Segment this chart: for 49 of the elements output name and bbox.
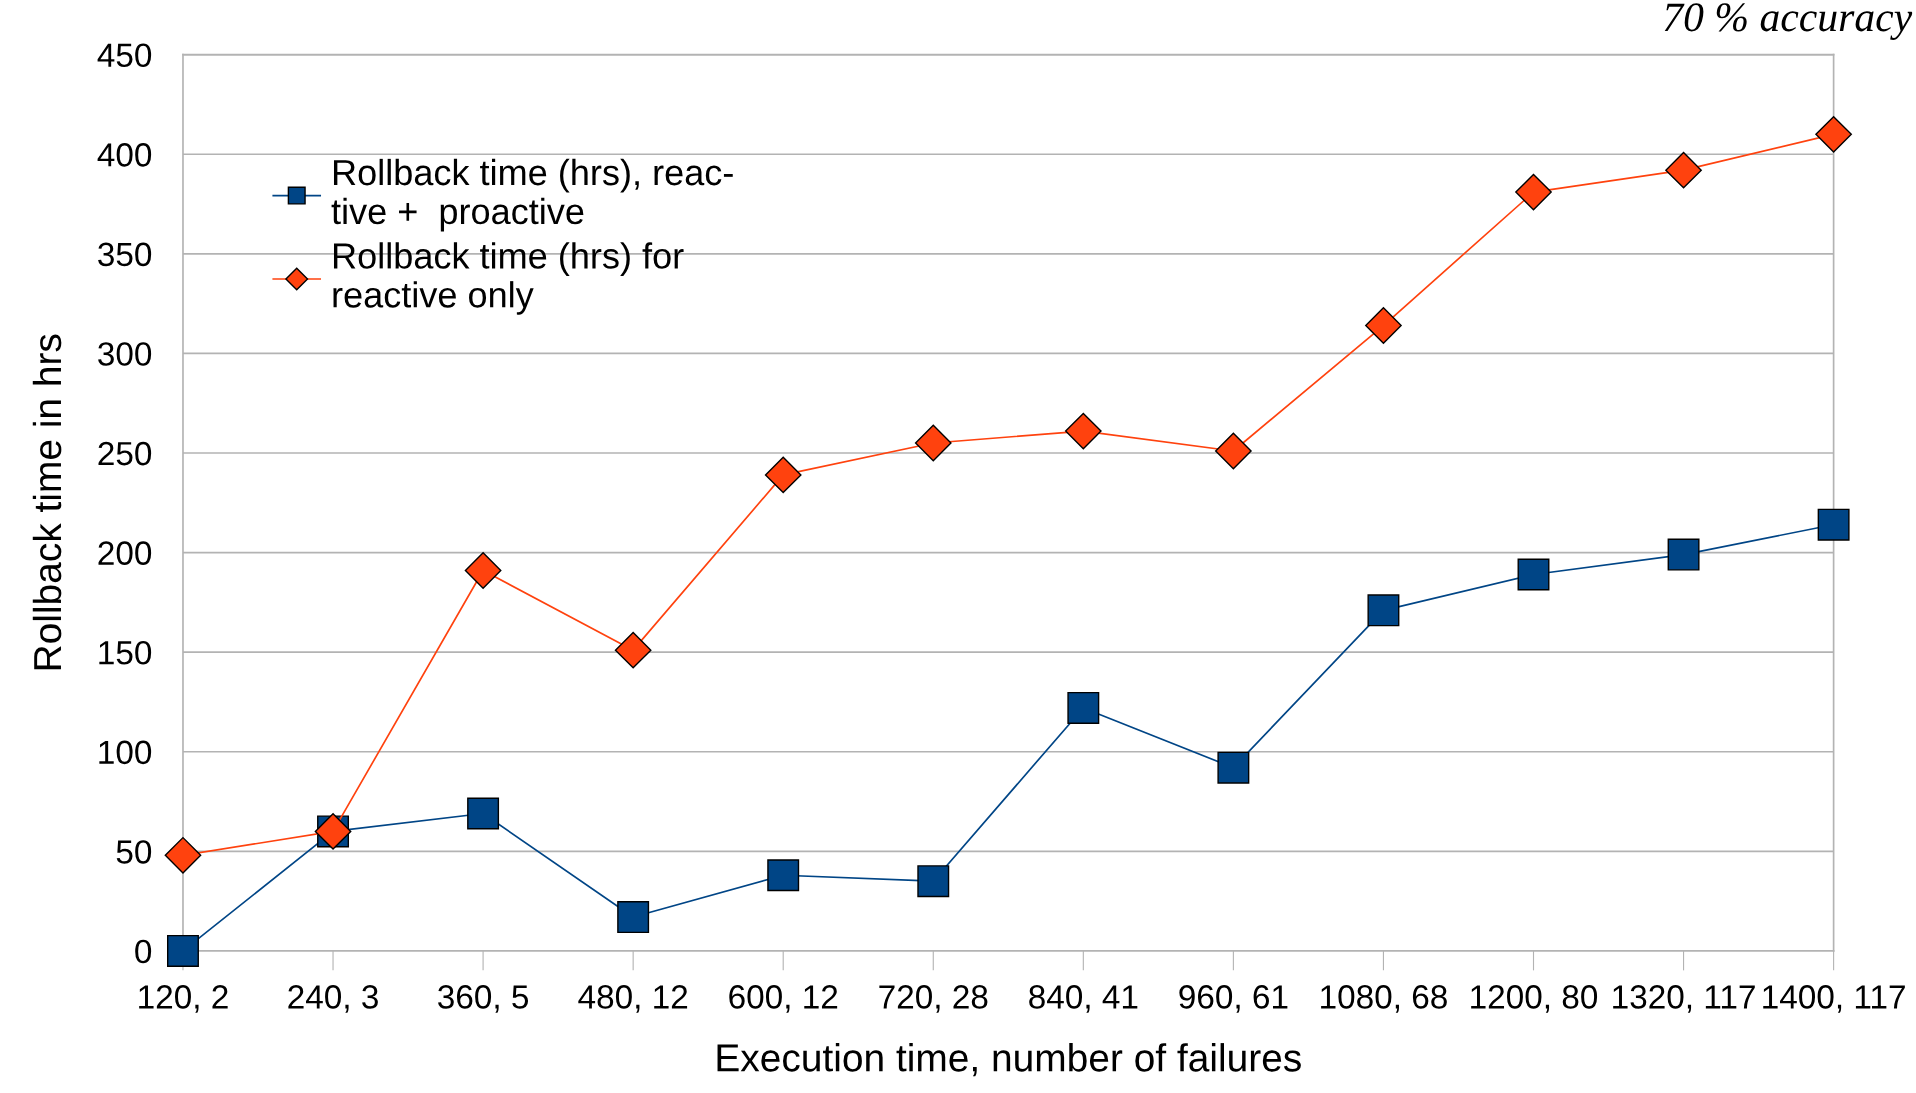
y-tick-label: 200: [98, 541, 152, 565]
y-tick-label: 150: [99, 640, 152, 665]
point: [1817, 508, 1850, 541]
x-axis-title: Execution time, number of failures: [717, 1043, 1301, 1077]
point: [764, 456, 802, 494]
point: [1815, 115, 1852, 153]
x-tick-label: 840, 41: [1029, 985, 1138, 1013]
point: [614, 631, 652, 669]
x-tick-label: 600, 12: [729, 985, 838, 1013]
x-tick-label: 1200, 80: [1471, 985, 1598, 1013]
point: [917, 865, 950, 898]
y-tick-label: 400: [97, 143, 152, 167]
y-axis-title: Rollback time in hrs: [32, 334, 62, 670]
x-tick-label: 120, 2: [139, 985, 228, 1013]
point: [1067, 691, 1100, 724]
point: [1515, 173, 1552, 211]
x-tick-label: 1080, 68: [1321, 985, 1447, 1013]
point: [1064, 412, 1102, 450]
point: [167, 934, 199, 967]
y-tick-label: 450: [97, 43, 152, 68]
point: [164, 836, 202, 874]
point: [767, 859, 800, 892]
point: [1367, 594, 1400, 627]
point: [914, 424, 952, 462]
x-tick-label: 1400, 117: [1763, 985, 1905, 1013]
point: [1217, 751, 1250, 784]
point: [617, 901, 650, 934]
y-tick-label: 50: [116, 840, 152, 864]
point: [467, 797, 500, 830]
point: [1667, 538, 1700, 571]
point: [1665, 151, 1702, 189]
point: [464, 552, 502, 589]
point: [1365, 307, 1402, 344]
legend-label: Rollback time (hrs), reac- tive + proactive: [331, 158, 733, 232]
point: [1215, 432, 1252, 470]
y-tick-label: 300: [98, 342, 152, 366]
y-tick-label: 0: [135, 939, 152, 964]
y-tick-label: 350: [98, 242, 152, 267]
x-tick-label: 240, 3: [288, 985, 378, 1013]
point: [1517, 558, 1550, 591]
x-tick-label: 720, 28: [879, 985, 988, 1013]
x-tick-label: 360, 5: [438, 985, 529, 1013]
y-tick-label: 100: [99, 740, 152, 765]
x-tick-label: 1320, 117: [1613, 985, 1755, 1013]
y-tick-label: 250: [98, 441, 152, 466]
text: 70 % accuracy: [1664, 3, 1913, 40]
x-tick-label: 480, 12: [578, 985, 688, 1013]
x-tick-label: 960, 61: [1179, 985, 1288, 1013]
legend-label: Rollback time (hrs) for reactive only: [333, 242, 684, 315]
